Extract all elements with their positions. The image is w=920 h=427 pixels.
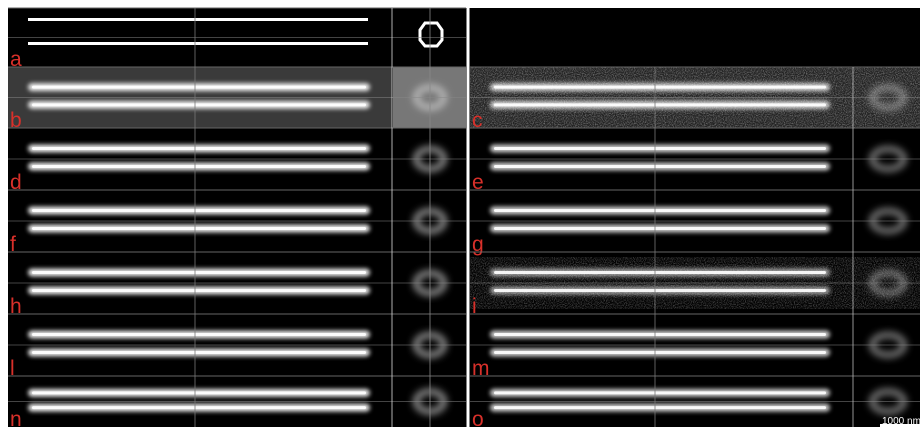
signal-core xyxy=(494,147,826,150)
signal-core xyxy=(32,271,366,274)
signal-core xyxy=(32,86,366,89)
signal-core xyxy=(494,333,826,336)
signal-core xyxy=(32,147,366,150)
signal-core xyxy=(32,209,366,212)
panel-label: e xyxy=(472,171,484,194)
panel-label: d xyxy=(10,171,22,194)
signal-core xyxy=(494,103,826,106)
panel-label: o xyxy=(472,408,484,427)
signal-core xyxy=(494,351,826,354)
page: abcdefghilmno1000 nm (() => { const data… xyxy=(0,0,920,427)
signal-core xyxy=(494,391,826,394)
line xyxy=(28,42,368,45)
panel-label: l xyxy=(10,357,15,380)
signal-core xyxy=(494,406,826,409)
panel-label: h xyxy=(10,295,22,318)
panel-label: m xyxy=(472,357,490,380)
scale-bar-label: 1000 nm xyxy=(882,416,920,427)
signal-core xyxy=(32,351,366,354)
signal-core xyxy=(32,391,366,394)
signal-core xyxy=(494,86,826,89)
signal-core xyxy=(32,333,366,336)
panel-label: c xyxy=(472,109,483,132)
panel-label: g xyxy=(472,233,484,256)
panel-label: i xyxy=(472,295,477,318)
signal-core xyxy=(32,406,366,409)
panel-label: f xyxy=(10,233,16,256)
figure: abcdefghilmno1000 nm xyxy=(0,0,920,427)
signal-core xyxy=(494,165,826,168)
signal-core xyxy=(32,227,366,230)
signal-core xyxy=(32,103,366,106)
panel-label: b xyxy=(10,109,22,132)
signal-core xyxy=(32,289,366,292)
signal-core xyxy=(494,227,826,230)
line xyxy=(28,18,368,21)
signal-core xyxy=(494,209,826,212)
panel-label: n xyxy=(10,408,22,427)
signal-core xyxy=(32,165,366,168)
